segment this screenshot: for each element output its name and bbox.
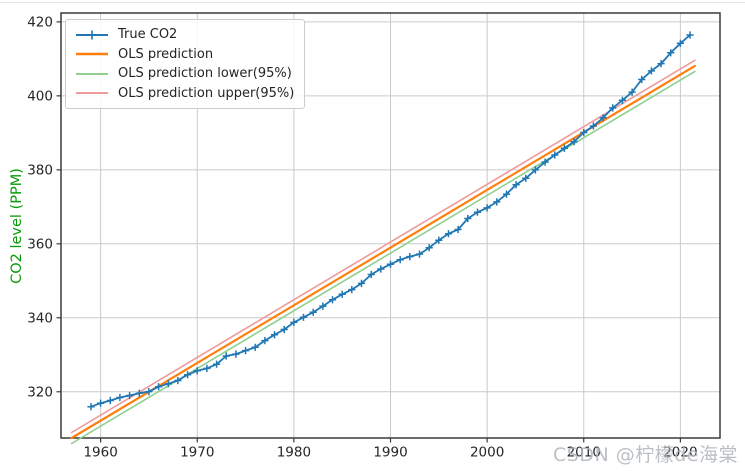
legend-item: OLS prediction lower(95%)	[74, 64, 294, 84]
x-tick-label: 1980	[277, 445, 311, 461]
legend-line-sample-icon	[76, 92, 108, 95]
y-axis-label: CO2 level (PPM)	[9, 168, 25, 284]
y-tick-label: 400	[27, 88, 53, 104]
series-line-ols-prediction	[70, 64, 697, 440]
y-tick-label: 340	[27, 310, 53, 326]
legend-label: OLS prediction upper(95%)	[118, 85, 295, 101]
x-tick-label: 2010	[567, 445, 601, 461]
plot-frame	[60, 12, 721, 439]
legend-item: OLS prediction upper(95%)	[74, 84, 294, 104]
y-tick-label: 320	[27, 384, 53, 400]
legend: True CO2 OLS prediction OLS prediction l…	[65, 19, 306, 109]
legend-label: OLS prediction	[118, 46, 214, 62]
legend-line-sample-icon	[76, 30, 108, 40]
csdn-watermark: CSDN @柠檬de海棠	[553, 444, 738, 466]
legend-label: OLS prediction lower(95%)	[118, 66, 292, 82]
legend-line-sample-icon	[76, 72, 108, 75]
y-tick-label: 380	[27, 162, 53, 178]
legend-item: OLS prediction	[74, 45, 294, 65]
legend-line-sample-icon	[76, 53, 108, 56]
y-tick-label: 420	[27, 14, 53, 30]
y-tick-label: 360	[27, 236, 53, 252]
x-tick-label: 1960	[83, 445, 117, 461]
series-markers-true-co2	[87, 31, 694, 411]
legend-label: True CO2	[118, 27, 178, 43]
series-line-ols-prediction-lower-95	[70, 70, 696, 445]
legend-item: True CO2	[74, 25, 294, 45]
x-tick-label: 1990	[373, 445, 407, 461]
x-tick-label: 2000	[470, 445, 504, 461]
page-top-divider	[0, 2, 745, 3]
x-tick-label: 1970	[180, 445, 214, 461]
series-line-ols-prediction-upper-95	[70, 59, 696, 434]
x-tick-label: 2020	[663, 445, 697, 461]
